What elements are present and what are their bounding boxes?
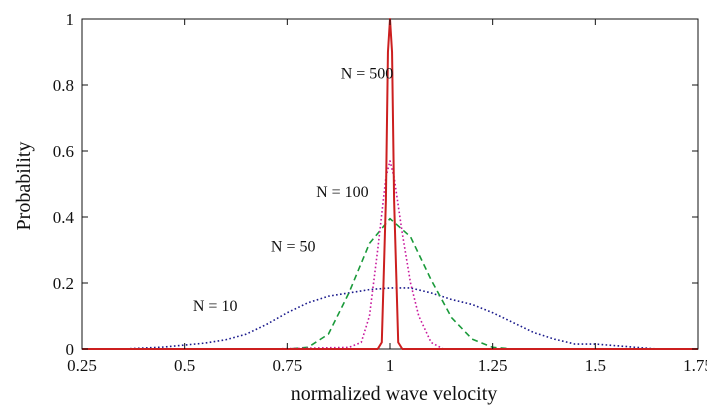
x-tick-label: 1.25: [478, 356, 508, 375]
y-tick-label: 0: [66, 340, 75, 359]
series-annotation: N = 50: [271, 239, 316, 256]
series-annotation: N = 500: [341, 65, 394, 82]
series-annotation: N = 10: [193, 298, 238, 315]
series-line-n-50: [82, 217, 698, 350]
series-line-n-10: [82, 287, 698, 350]
x-tick-label: 0.5: [174, 356, 195, 375]
x-axis-label: normalized wave velocity: [291, 383, 498, 405]
series-line-n-100: [82, 160, 698, 350]
x-tick-label: 1: [386, 356, 395, 375]
y-tick-label: 0.6: [53, 142, 74, 161]
ticks-layer: 0.25 0.5 0.75 1 1.25 1.5 1.75 0 0.2 0.4 0.6 0.8 1: [53, 10, 707, 375]
x-tick-label: 0.75: [272, 356, 302, 375]
annotation-layer: N = 500 N = 100 N = 50 N = 10: [193, 65, 393, 315]
x-tick-label: 1.5: [585, 356, 606, 375]
y-axis-label: Probability: [13, 142, 35, 231]
series-annotation: N = 100: [316, 184, 369, 201]
x-tick-label: 1.75: [683, 356, 707, 375]
y-tick-label: 0.2: [53, 274, 74, 293]
y-tick-label: 1: [66, 10, 75, 29]
y-tick-label: 0.8: [53, 76, 74, 95]
x-tick-label: 0.25: [67, 356, 97, 375]
y-tick-label: 0.4: [53, 208, 75, 227]
